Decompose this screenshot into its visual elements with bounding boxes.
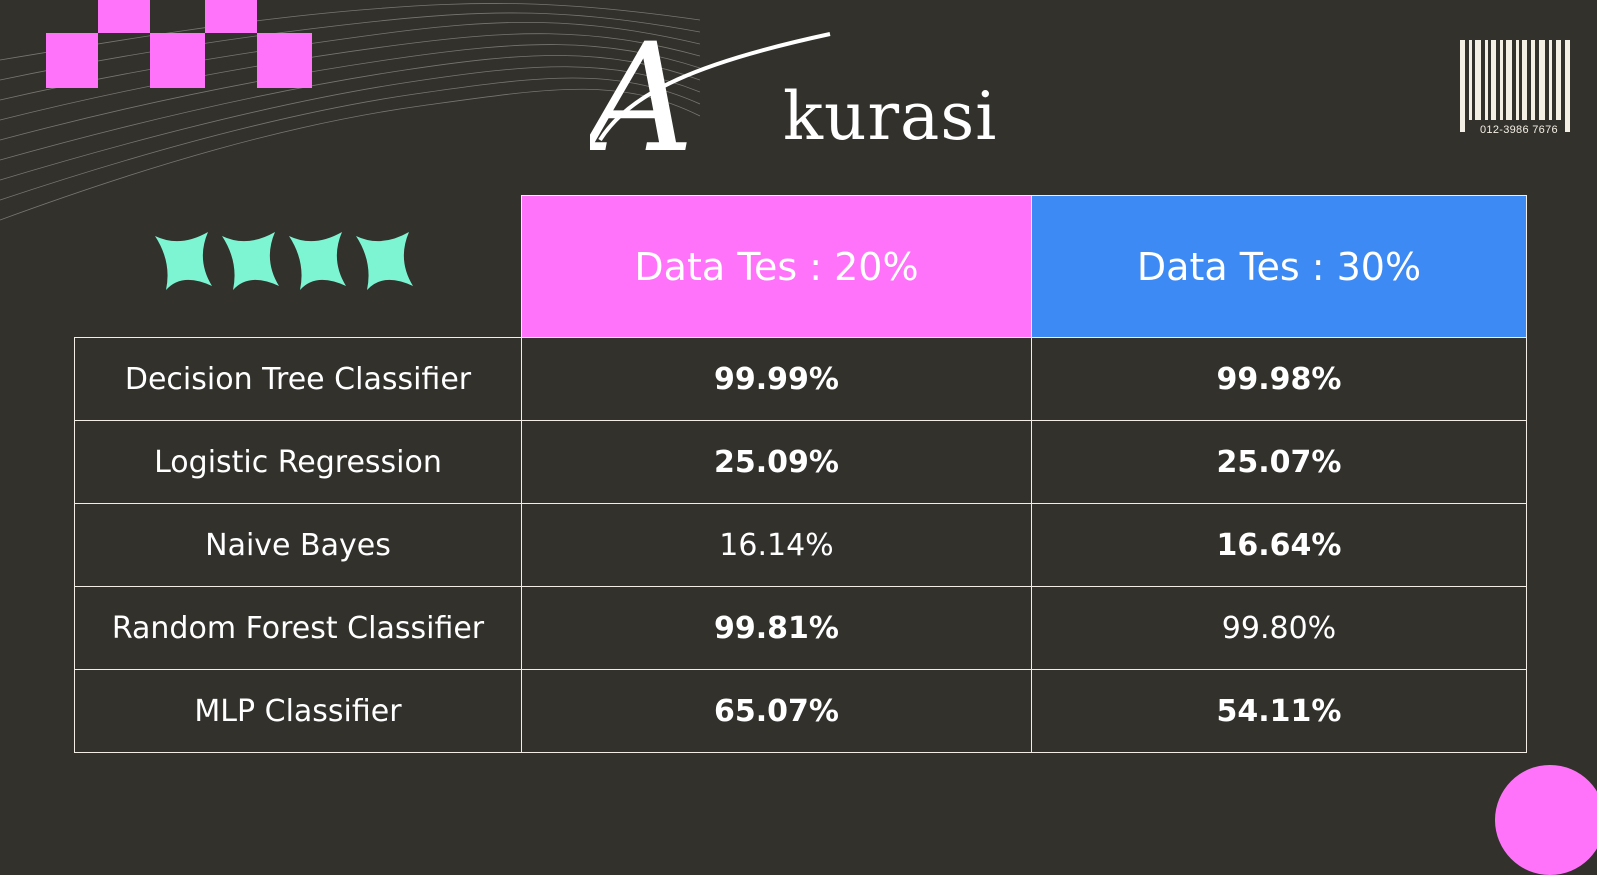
accuracy-30: 99.80% [1031, 586, 1527, 670]
accuracy-table: Data Tes : 20% Data Tes : 30% Decision T… [74, 195, 1527, 753]
table-row: MLP Classifier 65.07% 54.11% [74, 669, 1527, 753]
table-row: Logistic Regression 25.09% 25.07% [74, 420, 1527, 504]
table-row: Naive Bayes 16.14% 16.64% [74, 503, 1527, 587]
stars-decoration [155, 232, 413, 290]
model-name: Decision Tree Classifier [74, 337, 522, 421]
header-test-30: Data Tes : 30% [1031, 195, 1527, 338]
accuracy-30: 54.11% [1031, 669, 1527, 753]
star-icon [289, 232, 346, 290]
svg-text:A: A [590, 22, 694, 162]
accuracy-30: 99.98% [1031, 337, 1527, 421]
checker-square [257, 33, 312, 88]
wave-lines-decoration [0, 3, 700, 221]
model-name: Random Forest Classifier [74, 586, 522, 670]
accuracy-20: 25.09% [521, 420, 1032, 504]
accuracy-20: 99.81% [521, 586, 1032, 670]
table-row: Random Forest Classifier 99.81% 99.80% [74, 586, 1527, 670]
checker-square [150, 33, 205, 88]
header-test-20: Data Tes : 20% [521, 195, 1032, 338]
model-name: Naive Bayes [74, 503, 522, 587]
table-header-row: Data Tes : 20% Data Tes : 30% [75, 195, 1527, 338]
accuracy-20: 65.07% [521, 669, 1032, 753]
table-row: Decision Tree Classifier 99.99% 99.98% [74, 337, 1527, 421]
script-a-letter: A [590, 22, 831, 162]
page-title: A kurasi [590, 22, 1010, 162]
checker-square [205, 0, 257, 33]
star-icon [356, 232, 413, 290]
checker-square [98, 0, 150, 33]
model-name: Logistic Regression [74, 420, 522, 504]
title-text: kurasi [783, 78, 998, 155]
corner-circle-decoration [1495, 765, 1597, 875]
star-icon [155, 232, 212, 290]
barcode-number: 012-3986 7676 [1480, 124, 1558, 136]
header-empty-cell [75, 196, 522, 338]
accuracy-30: 25.07% [1031, 420, 1527, 504]
accuracy-20: 16.14% [521, 503, 1032, 587]
accuracy-30: 16.64% [1031, 503, 1527, 587]
barcode-icon [1460, 40, 1570, 132]
model-name: MLP Classifier [74, 669, 522, 753]
star-icon [222, 232, 279, 290]
checker-square [46, 33, 98, 88]
accuracy-20: 99.99% [521, 337, 1032, 421]
